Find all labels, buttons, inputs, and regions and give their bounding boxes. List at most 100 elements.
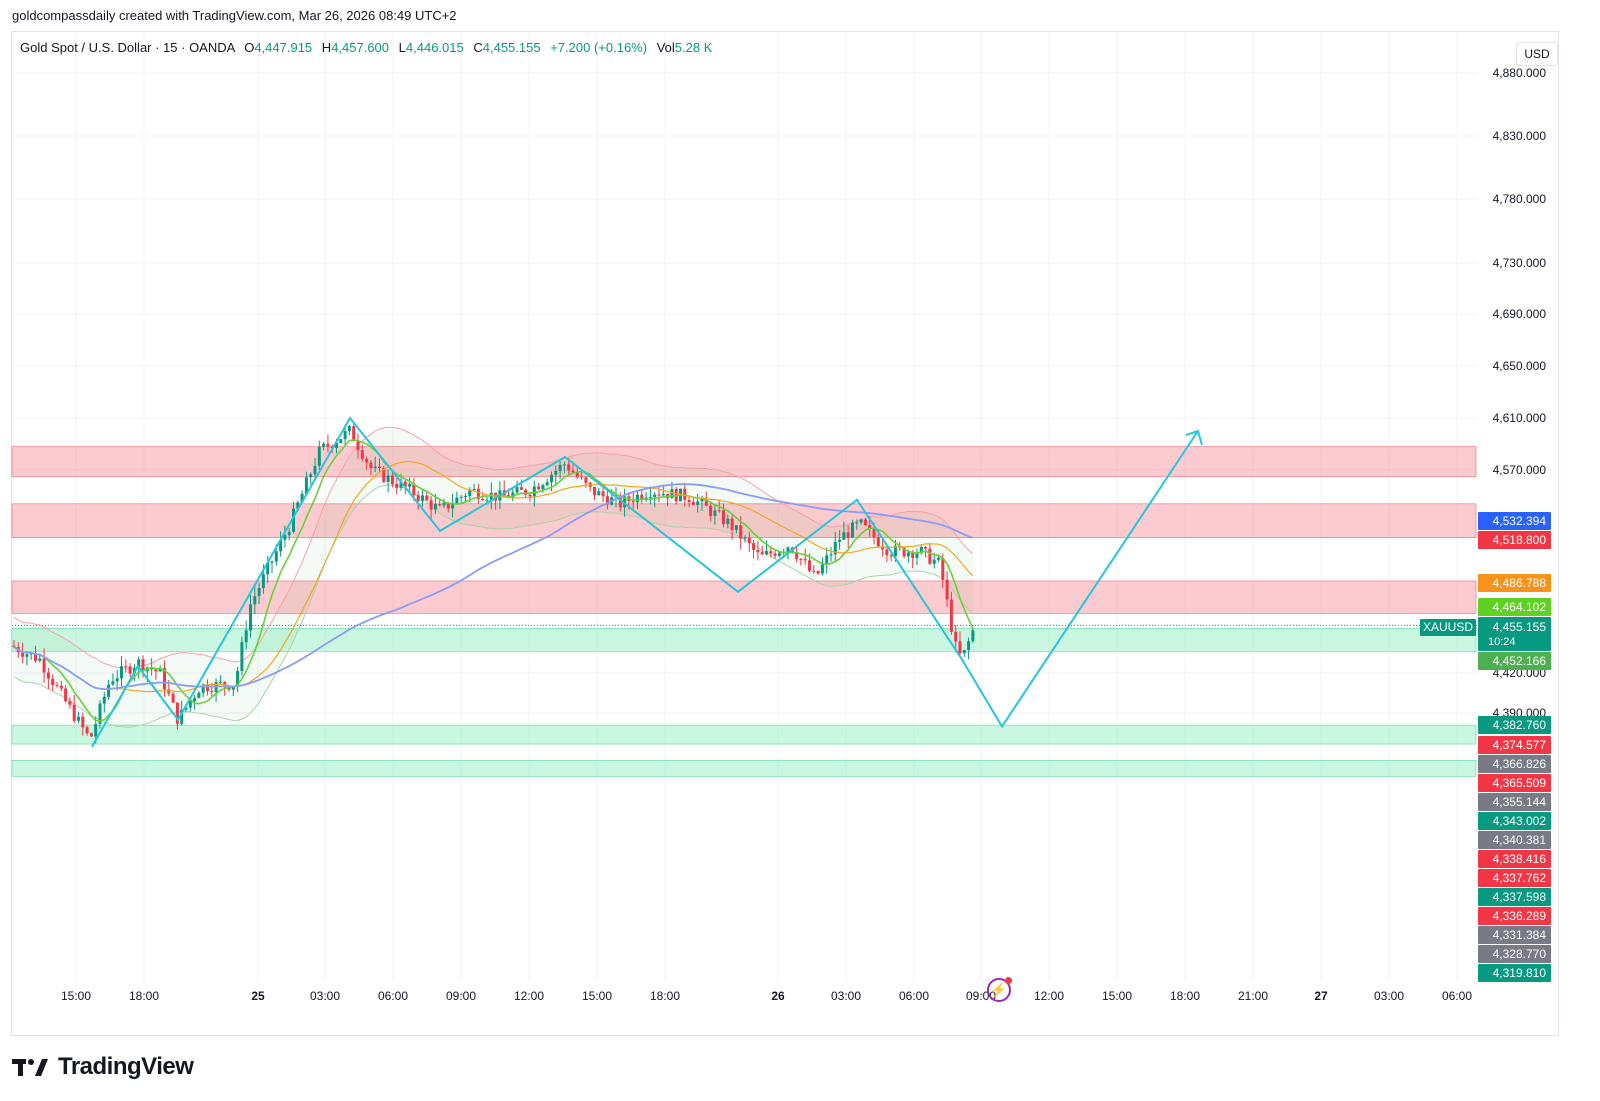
price-label: 4,343.002 <box>1493 814 1547 828</box>
candle-body <box>734 525 738 530</box>
candle-body <box>928 548 932 564</box>
candle-body <box>210 690 214 692</box>
candle-body <box>709 505 713 517</box>
currency-selector[interactable]: USD <box>1516 42 1558 66</box>
candle-body <box>756 549 760 553</box>
price-label: 4,374.577 <box>1493 738 1547 752</box>
x-tick-label: 15:00 <box>582 989 612 1003</box>
candle-body <box>197 692 201 699</box>
y-tick-label: 4,610.000 <box>1493 411 1547 425</box>
candle-body <box>859 519 863 523</box>
candle-body <box>309 474 313 478</box>
candle-body <box>653 494 657 498</box>
candle-body <box>769 551 773 554</box>
candle-body <box>438 504 442 506</box>
candle-body <box>524 489 528 495</box>
candle-body <box>868 524 872 529</box>
x-tick-label: 12:00 <box>514 989 544 1003</box>
lightning-icon[interactable]: ⚡ <box>987 977 1012 1002</box>
x-tick-label: 15:00 <box>61 989 91 1003</box>
price-label-bg <box>1478 531 1551 549</box>
price-label-bg <box>1478 617 1551 651</box>
candle-body <box>476 489 480 499</box>
candle-body <box>601 491 605 497</box>
candle-body <box>700 499 704 502</box>
projection-path <box>12 416 1480 748</box>
candle-body <box>451 504 455 509</box>
y-tick-label: 4,650.000 <box>1493 359 1547 373</box>
candle-body <box>21 652 25 657</box>
candle-body <box>816 571 820 574</box>
candle-body <box>382 468 386 482</box>
candle-body <box>838 539 842 542</box>
symbol-tag-bg <box>1420 619 1476 636</box>
candle-body <box>412 483 416 496</box>
candle-body <box>29 653 33 655</box>
x-tick-label: 03:00 <box>1374 989 1404 1003</box>
candle-body <box>459 496 463 498</box>
candle-body <box>575 472 579 477</box>
candle-body <box>206 684 209 691</box>
x-tick-label: 15:00 <box>1102 989 1132 1003</box>
candle-body <box>670 489 674 499</box>
price-label-bg <box>1478 736 1551 754</box>
x-tick-label: 03:00 <box>831 989 861 1003</box>
y-tick-label: 4,730.000 <box>1493 256 1547 270</box>
candle-body <box>937 558 940 560</box>
candle-body <box>696 501 700 505</box>
candle-body <box>618 495 622 508</box>
candle-body <box>46 672 50 679</box>
high-value: 4,457.600 <box>331 40 390 55</box>
price-label: 4,336.289 <box>1493 909 1547 923</box>
price-label: 4,532.394 <box>1493 514 1547 528</box>
candle-body <box>747 537 751 544</box>
candle-body <box>558 464 562 471</box>
candle-body <box>274 551 278 562</box>
candle-body <box>158 668 162 672</box>
candle-body <box>786 547 790 552</box>
candle-body <box>722 510 725 525</box>
candle-body <box>464 495 467 497</box>
candle-body <box>111 681 115 685</box>
candle-body <box>236 671 240 687</box>
vol-label: Vol <box>656 40 675 55</box>
candle-body <box>421 495 424 501</box>
candle-body <box>657 494 661 496</box>
tv-logo-icon <box>12 1059 48 1076</box>
price-axis: 4,880.000 4,830.000 4,780.000 4,730.000 4,69… <box>1493 66 1547 720</box>
change-value: +7.200 (+0.16%) <box>550 40 648 55</box>
y-tick-label: 4,880.000 <box>1493 66 1547 80</box>
chart-frame <box>11 31 1559 1036</box>
tradingview-logo[interactable]: TradingView <box>12 1053 194 1081</box>
candle-body <box>511 492 515 498</box>
time-axis: 15:00 18:00 25 03:00 06:00 09:00 12:00 15:00 18:… <box>61 989 1472 1003</box>
price-label: 4,518.800 <box>1493 533 1547 547</box>
candle-body <box>799 558 803 560</box>
candle-body <box>537 486 541 490</box>
candle-body <box>739 525 743 539</box>
open-value: 4,447.915 <box>254 40 313 55</box>
price-label-bg <box>1478 869 1551 887</box>
candle-body <box>962 650 966 654</box>
candle-body <box>906 552 910 557</box>
candle-body <box>386 475 390 482</box>
candle-body <box>915 553 919 558</box>
price-label-bg <box>1478 964 1551 982</box>
candle-body <box>924 547 928 549</box>
candle-body <box>967 641 971 651</box>
candle-body <box>885 549 889 556</box>
moving-averages <box>13 439 974 722</box>
x-tick-label: 06:00 <box>378 989 408 1003</box>
candle-body <box>403 481 407 487</box>
candle-body <box>717 510 721 512</box>
candle-body <box>872 528 876 538</box>
candle-body <box>343 431 347 440</box>
candle-body <box>81 716 85 728</box>
candle-body <box>812 570 816 572</box>
candle-body <box>107 684 111 697</box>
candle-body <box>808 560 811 571</box>
candle-body <box>38 658 42 661</box>
candle-body <box>648 497 652 499</box>
price-label-bg <box>1478 598 1551 616</box>
